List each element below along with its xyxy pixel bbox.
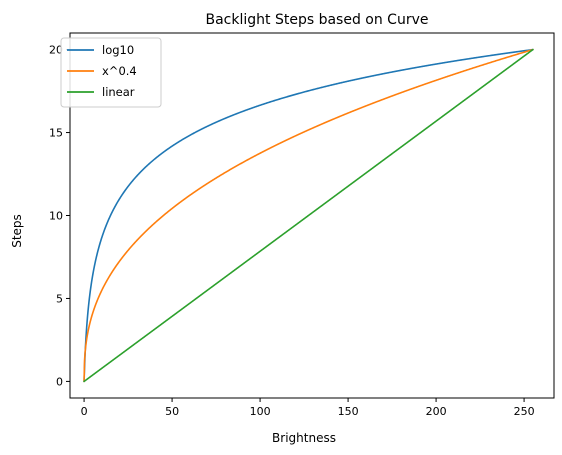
chart-title: Backlight Steps based on Curve: [206, 12, 429, 28]
x-tick-label: 200: [426, 405, 447, 418]
y-axis-label: Steps: [10, 214, 24, 248]
y-tick-label: 15: [49, 127, 63, 140]
legend: log10 x^0.4 linear: [60, 37, 162, 108]
y-tick-label: 10: [49, 210, 63, 223]
series-line-linear: [83, 48, 534, 383]
x-axis-label: Brightness: [272, 431, 336, 445]
legend-label: x^0.4: [102, 64, 137, 78]
x-tick-label: 50: [165, 405, 179, 418]
series-line-x-0-4: [83, 48, 534, 383]
x-tick-label: 150: [338, 405, 359, 418]
series-line-log10: [83, 48, 534, 383]
plot-series: [83, 48, 534, 383]
x-tick-label: 250: [514, 405, 535, 418]
x-axis: 0 50 100 150 200 250: [81, 398, 535, 418]
legend-label: log10: [102, 43, 134, 57]
x-tick-label: 100: [250, 405, 271, 418]
legend-box: [60, 37, 162, 108]
y-tick-label: 0: [56, 375, 63, 388]
y-tick-label: 5: [56, 292, 63, 305]
legend-label: linear: [102, 85, 135, 99]
y-axis: 0 5 10 15 20: [49, 44, 70, 388]
y-tick-label: 20: [49, 44, 63, 57]
x-tick-label: 0: [81, 405, 88, 418]
